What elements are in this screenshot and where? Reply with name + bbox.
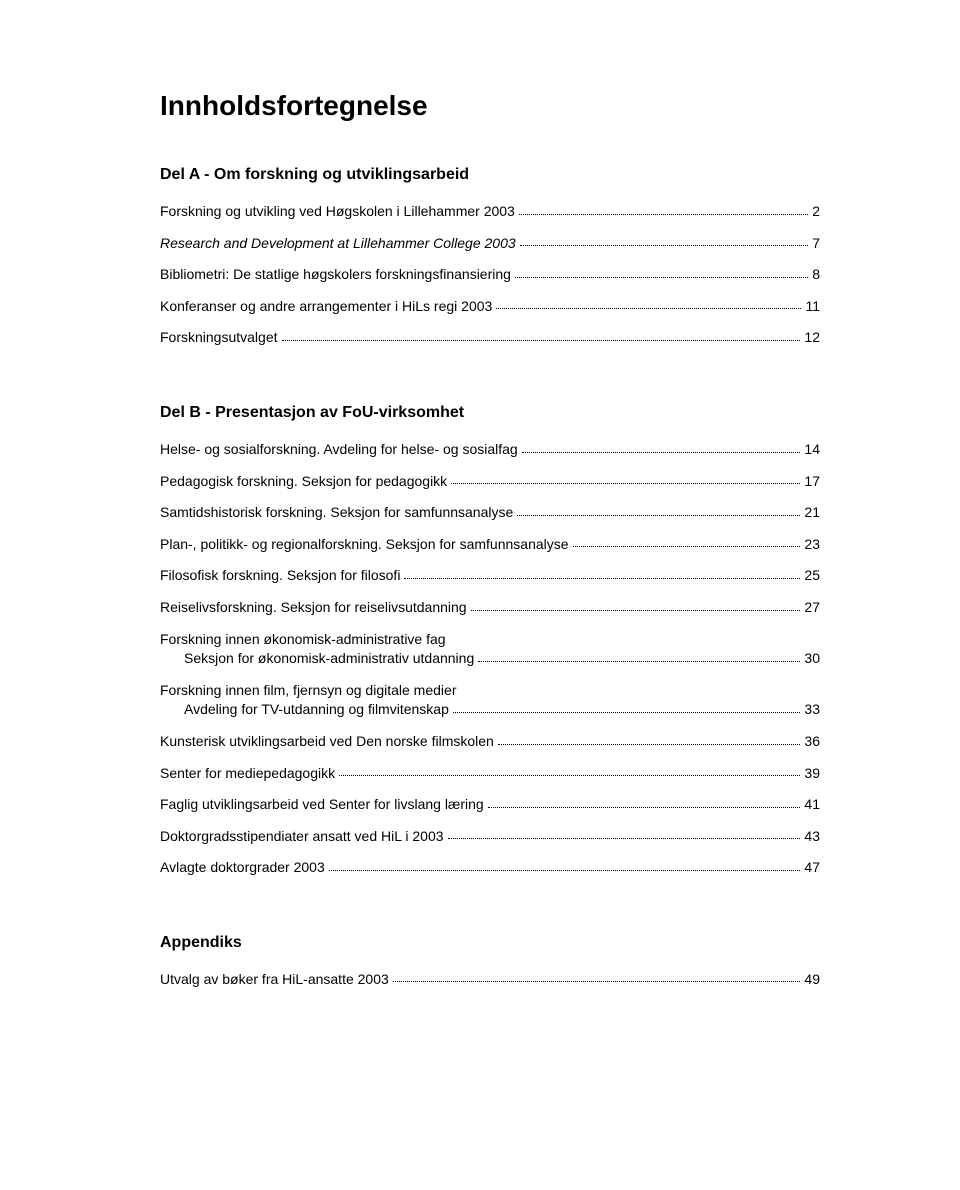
toc-page-number: 23 bbox=[804, 535, 820, 555]
toc-entry: Senter for mediepedagogikk 39 bbox=[160, 764, 820, 784]
toc-page-number: 36 bbox=[804, 732, 820, 752]
toc-leader-dots bbox=[448, 838, 801, 839]
toc-entry: Forskning innen film, fjernsyn og digita… bbox=[160, 681, 820, 720]
toc-page-number: 8 bbox=[812, 265, 820, 285]
toc-entry-label: Filosofisk forskning. Seksjon for filoso… bbox=[160, 566, 400, 586]
toc-entry-label-line1: Forskning innen film, fjernsyn og digita… bbox=[160, 681, 820, 701]
toc-entry: Doktorgradsstipendiater ansatt ved HiL i… bbox=[160, 827, 820, 847]
toc-entry-label: Faglig utviklingsarbeid ved Senter for l… bbox=[160, 795, 484, 815]
toc-entry: Forskning og utvikling ved Høgskolen i L… bbox=[160, 202, 820, 222]
toc-entry-label: Forskning og utvikling ved Høgskolen i L… bbox=[160, 202, 515, 222]
toc-leader-dots bbox=[329, 870, 801, 871]
toc-entry-label: Kunsterisk utviklingsarbeid ved Den nors… bbox=[160, 732, 494, 752]
toc-page-number: 33 bbox=[804, 700, 820, 720]
toc-page-number: 49 bbox=[804, 970, 820, 990]
toc-page-number: 21 bbox=[804, 503, 820, 523]
toc-page: Innholdsfortegnelse Del A - Om forskning… bbox=[0, 0, 960, 1190]
toc-leader-dots bbox=[453, 712, 801, 713]
section-entries: Forskning og utvikling ved Høgskolen i L… bbox=[160, 202, 820, 348]
toc-entry: Filosofisk forskning. Seksjon for filoso… bbox=[160, 566, 820, 586]
toc-entry-second-line: Seksjon for økonomisk-administrativ utda… bbox=[160, 649, 820, 669]
toc-entry: Pedagogisk forskning. Seksjon for pedago… bbox=[160, 472, 820, 492]
section-entries: Utvalg av bøker fra HiL-ansatte 2003 49 bbox=[160, 970, 820, 990]
section-heading: Del A - Om forskning og utviklingsarbeid bbox=[160, 166, 820, 184]
toc-leader-dots bbox=[393, 981, 801, 982]
section-heading: Appendiks bbox=[160, 934, 820, 952]
toc-page-number: 47 bbox=[804, 858, 820, 878]
toc-entry: Samtidshistorisk forskning. Seksjon for … bbox=[160, 503, 820, 523]
toc-entry-label: Konferanser og andre arrangementer i HiL… bbox=[160, 297, 492, 317]
toc-entry-label: Senter for mediepedagogikk bbox=[160, 764, 335, 784]
toc-entry-label: Helse- og sosialforskning. Avdeling for … bbox=[160, 440, 518, 460]
toc-entry-second-line: Avdeling for TV-utdanning og filmvitensk… bbox=[160, 700, 820, 720]
toc-page-number: 30 bbox=[804, 649, 820, 669]
toc-entry-label-line1: Forskning innen økonomisk-administrative… bbox=[160, 630, 820, 650]
toc-sections: Del A - Om forskning og utviklingsarbeid… bbox=[160, 166, 820, 989]
toc-entry-label: Samtidshistorisk forskning. Seksjon for … bbox=[160, 503, 513, 523]
toc-entry-label: Utvalg av bøker fra HiL-ansatte 2003 bbox=[160, 970, 389, 990]
toc-entry-label: Doktorgradsstipendiater ansatt ved HiL i… bbox=[160, 827, 444, 847]
toc-entry-label-line2: Avdeling for TV-utdanning og filmvitensk… bbox=[184, 700, 449, 720]
toc-entry: Helse- og sosialforskning. Avdeling for … bbox=[160, 440, 820, 460]
toc-entry-label: Reiselivsforskning. Seksjon for reiseliv… bbox=[160, 598, 467, 618]
toc-entry: Reiselivsforskning. Seksjon for reiseliv… bbox=[160, 598, 820, 618]
toc-leader-dots bbox=[496, 308, 801, 309]
toc-page-number: 39 bbox=[804, 764, 820, 784]
toc-leader-dots bbox=[519, 214, 808, 215]
toc-entry: Faglig utviklingsarbeid ved Senter for l… bbox=[160, 795, 820, 815]
toc-leader-dots bbox=[573, 546, 801, 547]
toc-leader-dots bbox=[471, 610, 801, 611]
toc-entry: Konferanser og andre arrangementer i HiL… bbox=[160, 297, 820, 317]
toc-leader-dots bbox=[488, 807, 801, 808]
toc-entry-label: Avlagte doktorgrader 2003 bbox=[160, 858, 325, 878]
toc-entry: Bibliometri: De statlige høgskolers fors… bbox=[160, 265, 820, 285]
toc-leader-dots bbox=[478, 661, 800, 662]
page-title: Innholdsfortegnelse bbox=[160, 90, 820, 122]
toc-leader-dots bbox=[404, 578, 800, 579]
toc-entry-label: Pedagogisk forskning. Seksjon for pedago… bbox=[160, 472, 447, 492]
toc-leader-dots bbox=[522, 452, 801, 453]
toc-page-number: 17 bbox=[804, 472, 820, 492]
toc-entry-label: Plan-, politikk- og regionalforskning. S… bbox=[160, 535, 569, 555]
toc-page-number: 2 bbox=[812, 202, 820, 222]
toc-entry-label-line2: Seksjon for økonomisk-administrativ utda… bbox=[184, 649, 474, 669]
toc-leader-dots bbox=[282, 340, 801, 341]
toc-entry-label: Bibliometri: De statlige høgskolers fors… bbox=[160, 265, 511, 285]
toc-page-number: 7 bbox=[812, 234, 820, 254]
toc-page-number: 14 bbox=[804, 440, 820, 460]
toc-entry-label: Forskningsutvalget bbox=[160, 328, 278, 348]
section-heading: Del B - Presentasjon av FoU-virksomhet bbox=[160, 404, 820, 422]
toc-page-number: 12 bbox=[804, 328, 820, 348]
toc-page-number: 43 bbox=[804, 827, 820, 847]
toc-page-number: 11 bbox=[805, 297, 820, 317]
section-entries: Helse- og sosialforskning. Avdeling for … bbox=[160, 440, 820, 878]
toc-page-number: 27 bbox=[804, 598, 820, 618]
toc-leader-dots bbox=[498, 744, 801, 745]
toc-entry: Plan-, politikk- og regionalforskning. S… bbox=[160, 535, 820, 555]
toc-leader-dots bbox=[339, 775, 800, 776]
toc-page-number: 41 bbox=[804, 795, 820, 815]
toc-leader-dots bbox=[515, 277, 808, 278]
toc-leader-dots bbox=[451, 483, 800, 484]
toc-entry: Utvalg av bøker fra HiL-ansatte 2003 49 bbox=[160, 970, 820, 990]
toc-entry: Forskning innen økonomisk-administrative… bbox=[160, 630, 820, 669]
toc-leader-dots bbox=[520, 245, 809, 246]
toc-entry: Forskningsutvalget 12 bbox=[160, 328, 820, 348]
toc-page-number: 25 bbox=[804, 566, 820, 586]
toc-entry: Kunsterisk utviklingsarbeid ved Den nors… bbox=[160, 732, 820, 752]
toc-entry: Avlagte doktorgrader 2003 47 bbox=[160, 858, 820, 878]
toc-leader-dots bbox=[517, 515, 800, 516]
toc-entry: Research and Development at Lillehammer … bbox=[160, 234, 820, 254]
toc-entry-label: Research and Development at Lillehammer … bbox=[160, 234, 516, 254]
